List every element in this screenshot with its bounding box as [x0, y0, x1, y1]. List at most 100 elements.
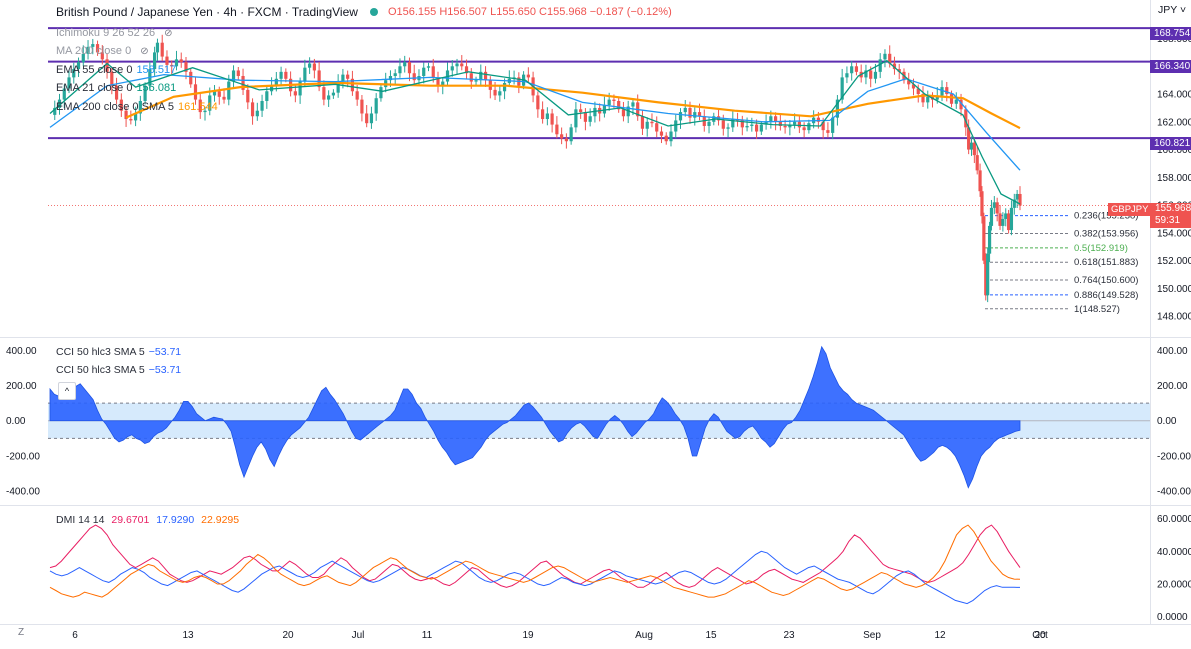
hidden-eye-icon[interactable]: ⊘ — [164, 28, 173, 39]
candle-body — [526, 74, 530, 78]
symbol-header: British Pound / Japanese Yen · 4h · FXCM… — [56, 5, 672, 19]
dmi-series-line[interactable] — [49, 524, 1021, 588]
candle-body — [892, 63, 897, 70]
candle-body — [91, 44, 95, 47]
candle-body — [831, 117, 835, 133]
dmi-tick-label: 0.0000 — [1157, 612, 1188, 623]
fib-level-label: 1(148.527) — [1074, 304, 1120, 315]
candle-body — [212, 91, 217, 96]
legend-ema200[interactable]: EMA 200 close 0 SMA 5 161.544 — [56, 101, 218, 113]
candle-body — [793, 121, 797, 125]
candle-body — [105, 59, 109, 72]
candle-body — [759, 124, 763, 132]
candle-body — [76, 62, 81, 70]
candle-body — [854, 66, 859, 72]
fib-level-label: 0.382(153.956) — [1074, 228, 1138, 239]
candle-body — [374, 98, 378, 114]
candle-body — [265, 91, 269, 101]
candle-body — [726, 127, 730, 129]
dmi-legend[interactable]: DMI 14 14 29.6701 17.9290 22.9295 — [56, 514, 240, 526]
candle-body — [143, 85, 147, 101]
candle-body — [783, 125, 787, 128]
candle-body — [250, 102, 255, 117]
candle-body — [179, 59, 183, 63]
candle-body — [336, 81, 340, 93]
candle-body — [460, 63, 464, 67]
candle-body — [998, 213, 1002, 226]
level-tag-166340: 166.340 — [1150, 60, 1191, 73]
candle-body — [455, 63, 459, 67]
ema200-line[interactable] — [125, 81, 1021, 130]
candle-body — [975, 155, 979, 171]
candle-body — [989, 207, 994, 226]
candle-body — [550, 113, 554, 125]
candle-body — [612, 99, 616, 101]
legend-ema21[interactable]: EMA 21 close 0 156.081 — [56, 82, 177, 94]
candle-body — [412, 73, 416, 81]
candle-body — [574, 109, 578, 128]
candle-body — [569, 127, 573, 142]
candle-body — [984, 260, 988, 296]
price-tick-label: 158.000 — [1157, 173, 1191, 184]
cci-legend-2[interactable]: CCI 50 hlc3 SMA 5 −53.71 — [56, 364, 182, 376]
time-tick-label: 23 — [783, 630, 795, 641]
time-tick-label: 20 — [282, 630, 294, 641]
candle-body — [189, 71, 193, 85]
dmi-series-line[interactable] — [49, 550, 1021, 605]
candle-body — [631, 102, 635, 107]
candle-body — [707, 121, 711, 126]
candle-body — [450, 66, 454, 71]
candle-body — [845, 73, 849, 78]
legend-ma200[interactable]: MA 200 close 0 ⊘ — [56, 45, 149, 57]
candle-body — [493, 89, 497, 96]
candle-body — [987, 225, 992, 254]
candle-body — [1018, 193, 1022, 206]
legend-ema55[interactable]: EMA 55 close 0 158.517 — [56, 64, 177, 76]
cci-area[interactable] — [49, 345, 1021, 489]
candle-body — [593, 107, 597, 117]
candle-body — [327, 95, 331, 100]
candle-body — [303, 67, 307, 82]
candle-body — [560, 134, 564, 139]
candle-body — [346, 74, 350, 79]
timezone-button[interactable]: Z — [18, 627, 25, 638]
candle-body — [986, 253, 990, 296]
cci-left-tick-label: 200.00 — [6, 381, 37, 392]
time-tick-label: 11 — [422, 630, 433, 641]
candle-body — [579, 109, 583, 113]
candle-body — [293, 91, 297, 96]
candle-body — [398, 66, 402, 74]
candle-body — [193, 84, 198, 100]
time-tick-label: Oct — [1032, 630, 1048, 641]
candle-body — [764, 121, 768, 125]
candle-body — [160, 42, 164, 57]
collapse-legend-button[interactable]: ^ — [58, 382, 76, 400]
hidden-eye-icon[interactable]: ⊘ — [140, 46, 149, 57]
candle-body — [110, 71, 114, 86]
candle-body — [246, 89, 250, 103]
candle-body — [260, 100, 264, 111]
cci-pane[interactable] — [48, 345, 1150, 489]
candle-body — [53, 107, 57, 115]
candle-body — [980, 191, 984, 217]
ema21-line[interactable] — [49, 59, 1021, 205]
last-price-tag: 155.968 59:31 — [1150, 203, 1191, 228]
candle-body — [683, 107, 687, 113]
currency-menu[interactable]: JPY ˅ — [1158, 4, 1187, 16]
price-pane[interactable]: 0.236(155.238) 0.382(153.956) 0.5(152.919)… — [48, 27, 1150, 315]
candle-body — [341, 74, 345, 82]
candle-body — [807, 123, 811, 131]
ema55-line[interactable] — [49, 73, 1021, 171]
cci-legend-1[interactable]: CCI 50 hlc3 SMA 5 −53.71 — [56, 346, 182, 358]
dmi-pane[interactable] — [49, 524, 1021, 605]
candle-body — [617, 100, 621, 110]
legend-ichimoku[interactable]: Ichimoku 9 26 52 26 ⊘ — [56, 27, 173, 39]
candle-body — [241, 76, 245, 90]
candle-body — [426, 66, 431, 68]
dmi-series-line[interactable] — [49, 524, 1021, 598]
price-tick-label: 164.000 — [1157, 90, 1191, 101]
symbol-title[interactable]: British Pound / Japanese Yen · 4h · FXCM… — [56, 5, 358, 19]
cci-left-tick-label: 0.00 — [6, 416, 26, 427]
